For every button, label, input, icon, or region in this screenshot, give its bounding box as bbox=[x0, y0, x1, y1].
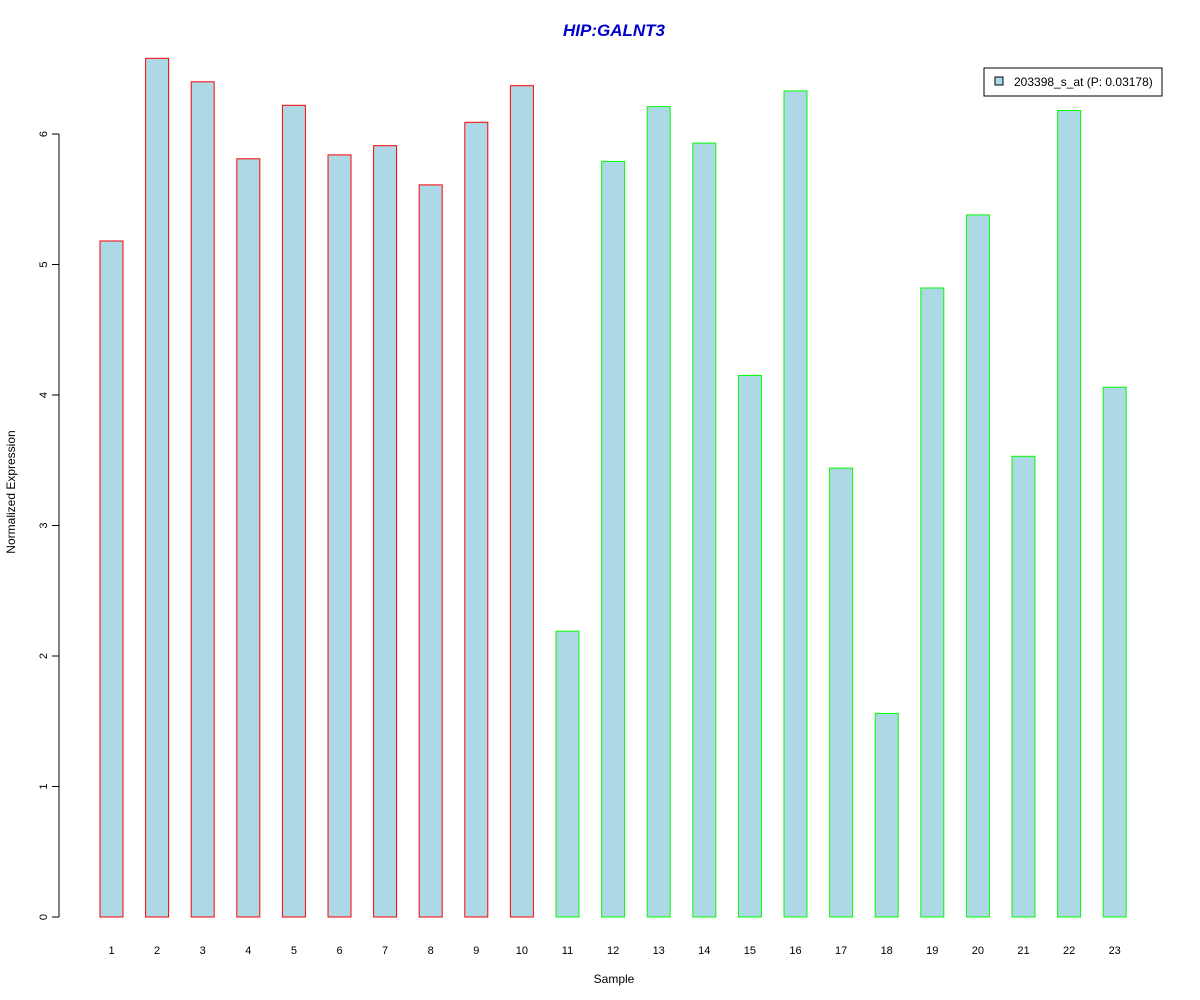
x-tick-label: 16 bbox=[789, 945, 801, 957]
x-tick-label: 8 bbox=[428, 945, 434, 957]
x-axis-tick-labels: 1 2 3 4 5 6 7 8 9 10 11 12 13 14 15 16 17 18 19 20 21 22 23 bbox=[108, 945, 1120, 957]
y-tick-label: 3 bbox=[38, 522, 50, 528]
bar-sample-9 bbox=[464, 121, 489, 918]
legend-box bbox=[983, 67, 1163, 97]
bar-sample-16 bbox=[783, 90, 808, 918]
bar-sample-7 bbox=[373, 145, 398, 918]
bars bbox=[99, 57, 1127, 918]
x-tick-label: 23 bbox=[1109, 945, 1121, 957]
bar-sample-3 bbox=[190, 81, 215, 918]
x-tick-label: 9 bbox=[473, 945, 479, 957]
x-tick-label: 2 bbox=[154, 945, 160, 957]
x-tick-label: 5 bbox=[291, 945, 297, 957]
bar-sample-10 bbox=[509, 85, 534, 918]
x-tick-label: 6 bbox=[336, 945, 342, 957]
y-tick-label: 5 bbox=[38, 261, 50, 267]
bar-sample-15 bbox=[737, 374, 762, 918]
bar-sample-8 bbox=[418, 184, 443, 918]
x-tick-label: 15 bbox=[744, 945, 756, 957]
x-tick-label: 21 bbox=[1017, 945, 1029, 957]
y-tick-label: 6 bbox=[38, 131, 50, 137]
legend: 203398_s_at (P: 0.03178) bbox=[983, 67, 1163, 97]
x-tick-label: 1 bbox=[108, 945, 114, 957]
y-axis: 0 1 2 3 4 5 6 bbox=[38, 131, 60, 920]
bar-sample-19 bbox=[920, 287, 945, 918]
x-tick-label: 14 bbox=[698, 945, 710, 957]
bar-sample-17 bbox=[829, 467, 854, 918]
bar-sample-23 bbox=[1102, 386, 1127, 918]
chart-title: HIP:GALNT3 bbox=[563, 21, 666, 40]
x-axis-label: Sample bbox=[594, 972, 635, 986]
bar-sample-21 bbox=[1011, 455, 1036, 918]
bar-sample-1 bbox=[99, 240, 124, 918]
bar-sample-12 bbox=[601, 160, 626, 918]
bar-sample-18 bbox=[874, 712, 899, 918]
legend-swatch bbox=[994, 76, 1004, 86]
x-tick-label: 20 bbox=[972, 945, 984, 957]
x-tick-label: 11 bbox=[562, 945, 573, 957]
x-tick-label: 7 bbox=[382, 945, 388, 957]
bar-sample-20 bbox=[965, 214, 990, 918]
x-tick-label: 10 bbox=[516, 945, 528, 957]
bar-sample-5 bbox=[281, 104, 306, 918]
y-tick-label: 4 bbox=[38, 392, 50, 398]
y-tick-label: 0 bbox=[38, 914, 50, 920]
legend-entry: 203398_s_at (P: 0.03178) bbox=[1014, 75, 1153, 89]
bar-sample-4 bbox=[236, 158, 261, 918]
y-tick-label: 1 bbox=[38, 783, 50, 789]
bar-sample-22 bbox=[1057, 110, 1082, 918]
bar-sample-11 bbox=[555, 630, 580, 918]
x-tick-label: 13 bbox=[653, 945, 665, 957]
x-tick-label: 12 bbox=[607, 945, 619, 957]
y-axis-label: Normalized Expression bbox=[4, 430, 18, 553]
bar-sample-2 bbox=[145, 57, 170, 918]
x-tick-label: 3 bbox=[200, 945, 206, 957]
x-tick-label: 19 bbox=[926, 945, 938, 957]
x-tick-label: 18 bbox=[881, 945, 893, 957]
x-tick-label: 4 bbox=[245, 945, 251, 957]
y-tick-label: 2 bbox=[38, 653, 50, 659]
bar-sample-14 bbox=[692, 142, 717, 918]
bar-sample-6 bbox=[327, 154, 352, 918]
x-tick-label: 17 bbox=[835, 945, 847, 957]
x-tick-label: 22 bbox=[1063, 945, 1075, 957]
bar-sample-13 bbox=[646, 106, 671, 918]
